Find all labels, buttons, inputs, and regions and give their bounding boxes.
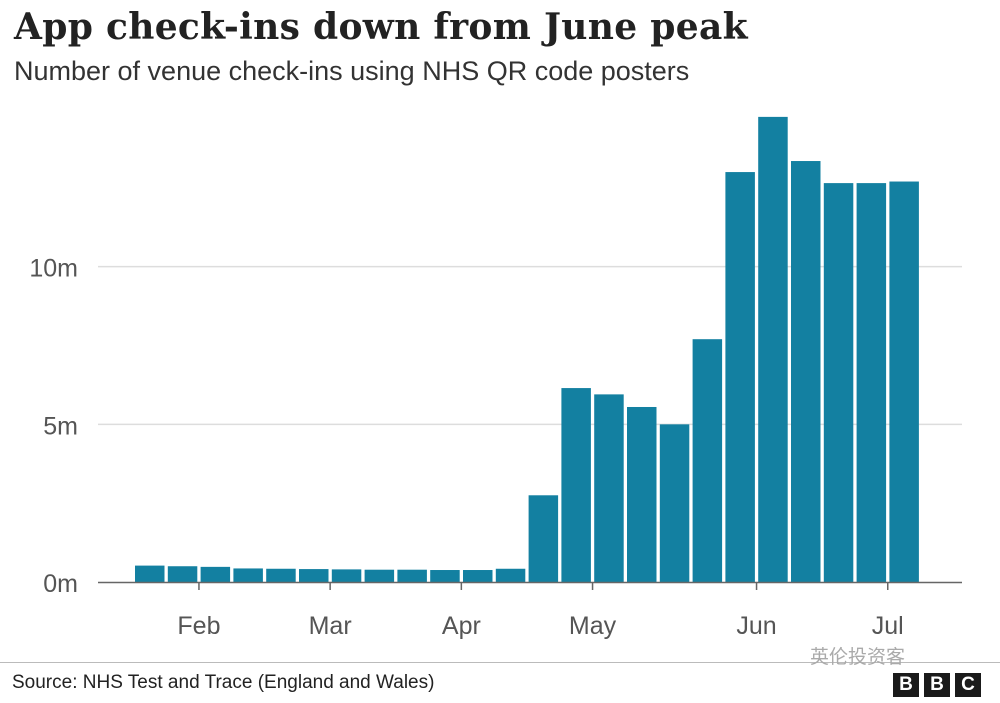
bar [266, 568, 296, 582]
bar [331, 569, 362, 582]
chart-subtitle: Number of venue check-ins using NHS QR c… [14, 56, 690, 86]
x-tick-label: May [569, 612, 617, 640]
bar [725, 172, 755, 583]
bar [233, 568, 263, 582]
y-tick-label: 0m [43, 570, 78, 598]
x-tick-label: Mar [309, 612, 352, 640]
bar [561, 388, 591, 582]
bar [659, 424, 690, 582]
bbc-logo-letter: B [893, 673, 919, 697]
source-note: Source: NHS Test and Trace (England and … [12, 672, 435, 693]
bar [823, 183, 854, 582]
bar [463, 570, 493, 582]
x-tick-label: Apr [442, 612, 481, 640]
bar [397, 569, 427, 582]
bar [791, 161, 821, 582]
bar [167, 566, 198, 582]
bar [364, 569, 395, 582]
bar [594, 394, 624, 582]
bar [495, 568, 526, 582]
bar [692, 339, 723, 582]
y-tick-label: 10m [29, 255, 78, 283]
bar [889, 181, 919, 582]
footer-divider [0, 662, 1000, 663]
bars [135, 116, 919, 583]
bar [758, 116, 788, 582]
bar [299, 569, 329, 582]
bar [627, 406, 657, 582]
bbc-logo-letter: C [955, 673, 981, 697]
bar [856, 183, 887, 582]
bar [528, 495, 559, 582]
x-tick-label: Jun [736, 612, 776, 640]
bar [200, 566, 231, 582]
bar [430, 570, 460, 582]
bbc-logo: B B C [893, 673, 981, 697]
bbc-logo-letter: B [924, 673, 950, 697]
x-tick-label: Jul [872, 612, 904, 640]
watermark-text: 英伦投资客 [810, 647, 906, 668]
chart-title: App check-ins down from June peak [14, 6, 748, 48]
bar [135, 565, 165, 582]
axes: 0m 5m 10m Feb Mar Apr May Jun Jul [29, 255, 962, 640]
x-tick-label: Feb [177, 612, 220, 640]
y-tick-label: 5m [43, 412, 78, 440]
